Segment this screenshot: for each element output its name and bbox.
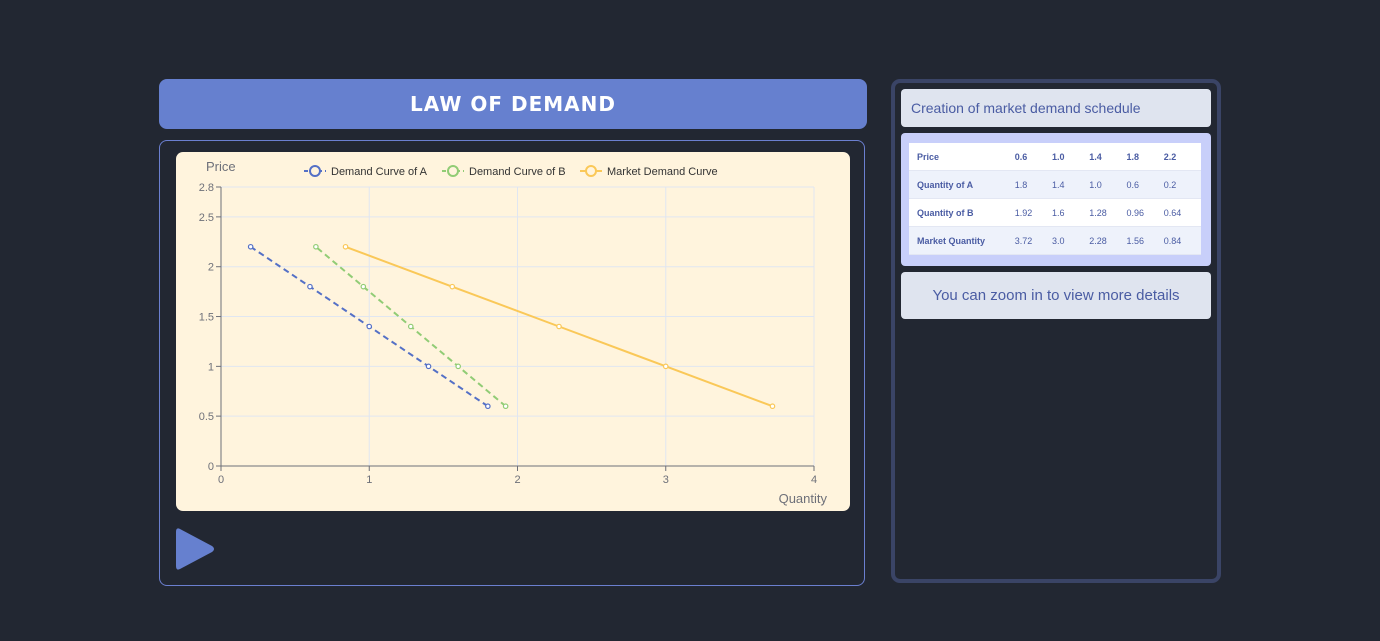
legend-label: Demand Curve of A [331, 166, 428, 178]
table-row: Market Quantity 3.72 3.0 2.28 1.56 0.84 [909, 226, 1201, 255]
table-cell: 0.6 [1014, 143, 1052, 171]
table-cell: 3.72 [1014, 226, 1052, 255]
table-cell: 1.8 [1126, 143, 1164, 171]
legend-marker-icon [309, 165, 321, 177]
row-label: Price [909, 143, 1015, 171]
chart-series [247, 243, 776, 410]
series-2[interactable] [313, 243, 509, 410]
play-icon [176, 528, 214, 570]
row-label: Quantity of A [909, 170, 1015, 199]
data-point[interactable] [360, 283, 367, 290]
data-point[interactable] [662, 363, 669, 370]
data-point[interactable] [425, 363, 432, 370]
table-cell: 0.84 [1163, 226, 1201, 255]
table-cell: 2.2 [1163, 143, 1201, 171]
side-panel-header: Creation of market demand schedule [901, 89, 1211, 127]
data-point[interactable] [313, 243, 319, 250]
table-cell: 0.2 [1163, 170, 1201, 199]
data-point[interactable] [307, 283, 313, 290]
data-point[interactable] [485, 403, 491, 410]
chart-grid [221, 186, 815, 466]
x-tick-label: 3 [663, 474, 669, 486]
y-tick-label: 1 [208, 361, 214, 373]
legend-label: Market Demand Curve [607, 166, 718, 178]
y-tick-label: 2 [208, 262, 214, 274]
table-cell: 0.6 [1126, 170, 1164, 199]
demand-chart[interactable]: 0 0.5 1 1.5 2 2.5 2.8 0 1 2 3 4 Demand Curve of A De… [176, 152, 850, 511]
y-tick-label: 1.5 [199, 312, 214, 324]
y-tick-label: 2.8 [199, 182, 214, 194]
y-tick-label: 0 [208, 461, 214, 473]
table-cell: 1.0 [1089, 170, 1127, 199]
row-label: Quantity of B [909, 198, 1015, 227]
table-cell: 1.92 [1014, 198, 1052, 227]
table-cell: 1.56 [1126, 226, 1164, 255]
x-tick-label: 1 [366, 474, 372, 486]
page-title: LAW OF DEMAND [159, 79, 867, 129]
chart-legend[interactable]: Demand Curve of A Demand Curve of B Market… [304, 165, 718, 178]
data-point[interactable] [366, 323, 373, 330]
series-1[interactable] [247, 243, 491, 410]
table-cell: 1.8 [1014, 170, 1052, 199]
data-point[interactable] [407, 323, 414, 330]
data-point[interactable] [342, 243, 349, 250]
legend-item-1[interactable]: Demand Curve of A [304, 165, 428, 178]
x-axis-label: Quantity [779, 491, 828, 506]
data-point[interactable] [247, 243, 254, 250]
x-tick-label: 0 [218, 474, 224, 486]
legend-marker-icon [447, 165, 459, 177]
side-panel [891, 79, 1221, 583]
zoom-hint: You can zoom in to view more details [901, 272, 1211, 319]
legend-marker-icon [585, 165, 597, 177]
table-cell: 0.96 [1126, 198, 1164, 227]
table-cell: 1.6 [1051, 198, 1090, 227]
table-cell: 2.28 [1089, 226, 1127, 255]
y-axis-label: Price [206, 159, 236, 174]
legend-label: Demand Curve of B [469, 166, 566, 178]
chart-axes: 0 0.5 1 1.5 2 2.5 2.8 0 1 2 3 4 [199, 182, 817, 486]
table-cell: 1.4 [1089, 143, 1127, 171]
table-cell: 3.0 [1051, 226, 1090, 255]
chart-panel [159, 140, 865, 586]
data-point[interactable] [455, 363, 462, 370]
data-point[interactable] [502, 403, 509, 410]
legend-item-3[interactable]: Market Demand Curve [580, 165, 718, 178]
market-demand-schedule-table: Price 0.6 1.0 1.4 1.8 2.2 Quantity of A 1.8 1.4 1… [909, 143, 1201, 255]
data-point[interactable] [769, 403, 776, 410]
legend-item-2[interactable]: Demand Curve of B [442, 165, 566, 178]
table-row: Price 0.6 1.0 1.4 1.8 2.2 [909, 143, 1201, 171]
row-label: Market Quantity [909, 226, 1015, 255]
data-point[interactable] [556, 323, 562, 330]
table-row: Quantity of B 1.92 1.6 1.28 0.96 0.64 [909, 198, 1201, 227]
data-point[interactable] [449, 283, 456, 290]
table-cell: 1.4 [1051, 170, 1090, 199]
x-tick-label: 4 [811, 474, 817, 486]
table-cell: 1.0 [1051, 143, 1090, 171]
table-cell: 0.64 [1163, 198, 1201, 227]
series-3[interactable] [342, 243, 776, 410]
y-tick-label: 0.5 [199, 411, 214, 423]
y-tick-label: 2.5 [199, 212, 214, 224]
x-tick-label: 2 [514, 474, 520, 486]
play-button[interactable] [174, 526, 216, 572]
table-row: Quantity of A 1.8 1.4 1.0 0.6 0.2 [909, 170, 1201, 199]
table-cell: 1.28 [1089, 198, 1127, 227]
